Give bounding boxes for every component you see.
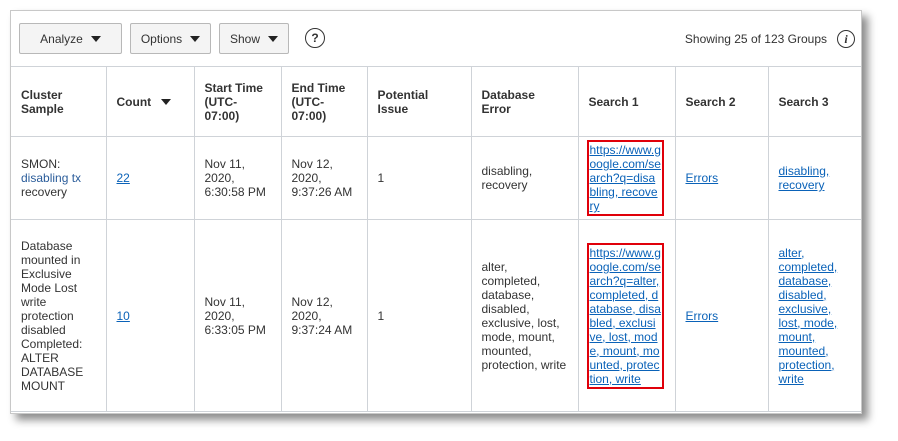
info-icon[interactable]: i — [837, 30, 855, 48]
cluster-sample: Database mounted in Exclusive Mode Lost … — [11, 219, 107, 412]
search-3-link[interactable]: alter, completed, database, disabled, ex… — [778, 245, 838, 386]
col-search-3: Search 3 — [767, 66, 861, 137]
help-icon[interactable]: ? — [305, 28, 325, 48]
count-label: Count — [116, 94, 152, 109]
potential-issue: 1 — [366, 136, 472, 220]
showing-count: Showing 25 of 123 Groups — [684, 32, 827, 46]
search-2-link[interactable]: Errors — [685, 308, 719, 323]
clusters-table: Cluster Sample Count Start Time (UTC-07:… — [11, 66, 861, 412]
database-error: alter, completed, database, disabled, ex… — [470, 219, 579, 412]
cluster-text: recovery — [21, 185, 68, 199]
col-potential-issue: Potential Issue — [366, 66, 472, 137]
col-database-error: Database Error — [470, 66, 579, 137]
analyze-label: Analyze — [40, 31, 83, 46]
show-button[interactable]: Show — [219, 23, 289, 54]
table-row: SMON: disabling tx recovery 22 Nov 11, 202… — [11, 136, 861, 220]
cluster-text: SMON: — [21, 157, 61, 171]
search-1-link[interactable]: https://www.google.com/search?q=alter, c… — [586, 242, 664, 389]
end-time: Nov 12, 2020, 9:37:26 AM — [280, 136, 368, 220]
col-end-time: End Time (UTC-07:00) — [280, 66, 368, 137]
database-error: disabling, recovery — [470, 136, 579, 220]
clusters-panel: Analyze Options Show ? Showing 25 of 123… — [10, 10, 862, 414]
col-start-time: Start Time (UTC-07:00) — [193, 66, 282, 137]
caret-down-icon — [268, 35, 279, 42]
col-search-2: Search 2 — [674, 66, 769, 137]
toolbar: Analyze Options Show — [19, 23, 289, 54]
end-time: Nov 12, 2020, 9:37:24 AM — [280, 219, 368, 412]
analyze-button[interactable]: Analyze — [19, 23, 122, 54]
potential-issue: 1 — [366, 219, 472, 412]
cluster-highlight: disabling tx — [21, 171, 82, 185]
search-2-link[interactable]: Errors — [685, 171, 719, 185]
start-time: Nov 11, 2020, 6:30:58 PM — [193, 136, 282, 220]
col-count[interactable]: Count — [105, 66, 195, 137]
options-button[interactable]: Options — [130, 23, 211, 54]
col-search-1: Search 1 — [577, 66, 676, 137]
count-link[interactable]: 10 — [116, 308, 130, 323]
table-header: Cluster Sample Count Start Time (UTC-07:… — [11, 66, 861, 137]
count-link[interactable]: 22 — [116, 171, 130, 185]
cluster-sample: SMON: disabling tx recovery — [11, 136, 107, 220]
sort-desc-icon[interactable] — [161, 99, 172, 106]
start-time: Nov 11, 2020, 6:33:05 PM — [193, 219, 282, 412]
search-1-link[interactable]: https://www.google.com/search?q=disablin… — [586, 140, 664, 216]
options-label: Options — [140, 31, 183, 46]
caret-down-icon — [190, 35, 201, 42]
caret-down-icon — [90, 35, 101, 42]
col-cluster-sample: Cluster Sample — [11, 66, 107, 137]
show-label: Show — [229, 31, 261, 46]
table-row: Database mounted in Exclusive Mode Lost … — [11, 219, 861, 412]
search-3-link[interactable]: disabling, recovery — [778, 164, 830, 192]
